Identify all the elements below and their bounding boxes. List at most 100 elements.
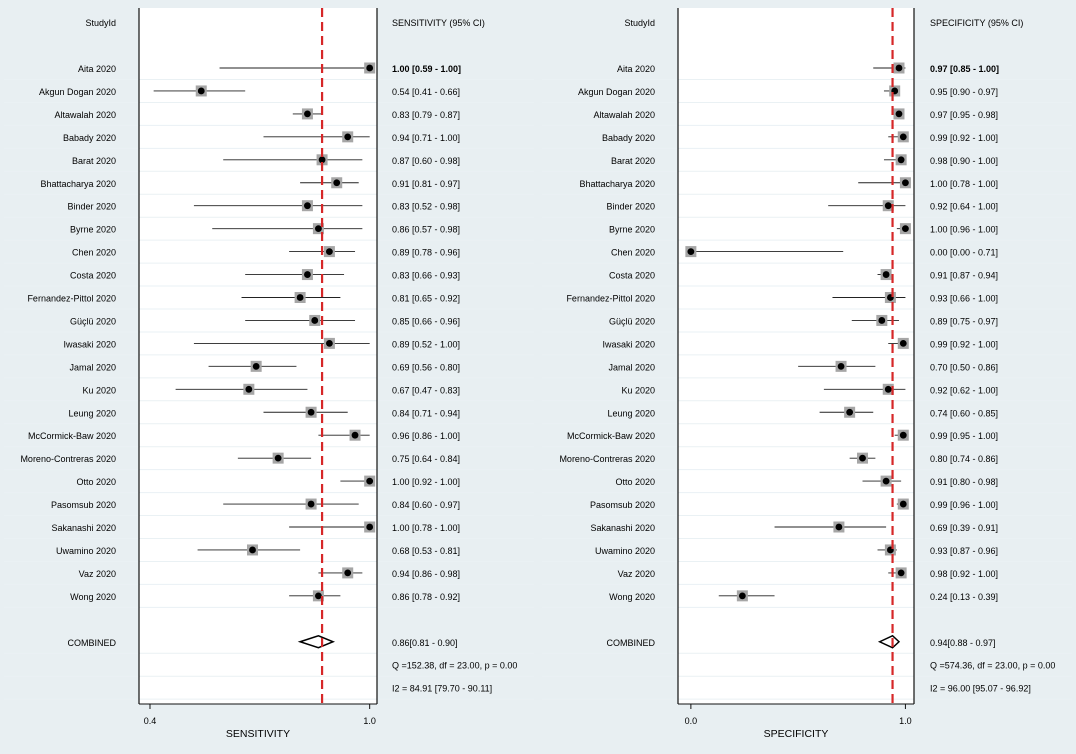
study-row-jamal-2020: Jamal 2020 0.70 [0.50 - 0.86] [608, 360, 998, 372]
point-estimate [307, 408, 315, 416]
point-estimate [895, 110, 903, 118]
estimate-label: 0.69 [0.39 - 0.91] [930, 523, 998, 533]
study-row-fernandez-pittol-2020: Fernandez-Pittol 2020 0.81 [0.65 - 0.92] [27, 292, 460, 304]
estimate-label: 0.99 [0.96 - 1.00] [930, 500, 998, 510]
study-row-moreno-contreras-2020: Moreno-Contreras 2020 0.75 [0.64 - 0.84] [20, 452, 460, 464]
estimate-label: 0.89 [0.75 - 0.97] [930, 316, 998, 326]
study-name: McCormick-Baw 2020 [28, 431, 116, 441]
study-name: Iwasaki 2020 [602, 339, 655, 349]
point-estimate [837, 362, 845, 370]
study-name: Fernandez-Pittol 2020 [566, 294, 655, 304]
study-name: Vaz 2020 [618, 569, 655, 579]
study-row-moreno-contreras-2020: Moreno-Contreras 2020 0.80 [0.74 - 0.86] [559, 452, 998, 464]
point-estimate [902, 225, 909, 233]
study-row-iwasaki-2020: Iwasaki 2020 0.99 [0.92 - 1.00] [602, 337, 998, 349]
study-row-mccormick-baw-2020: McCormick-Baw 2020 0.96 [0.86 - 1.00] [28, 429, 460, 441]
point-estimate [307, 500, 315, 508]
specificity-panel: StudyId SPECIFICITY (95% CI) Aita 2020 0.97… [542, 8, 1072, 740]
combined-estimate-label: 0.94[0.88 - 0.97] [930, 638, 996, 648]
point-estimate [249, 546, 256, 554]
study-name: Bhattacharya 2020 [40, 179, 116, 189]
estimate-label: 0.83 [0.66 - 0.93] [392, 271, 460, 281]
study-row-babady-2020: Babady 2020 0.94 [0.71 - 1.00] [63, 131, 460, 143]
estimate-label: 0.85 [0.66 - 0.96] [392, 316, 460, 326]
point-estimate [902, 179, 909, 187]
study-name: Otto 2020 [615, 477, 655, 487]
study-row-babady-2020: Babady 2020 0.99 [0.92 - 1.00] [602, 131, 998, 143]
study-row-otto-2020: Otto 2020 1.00 [0.92 - 1.00] [76, 475, 460, 487]
study-row-uwamino-2020: Uwamino 2020 0.68 [0.53 - 0.81] [56, 544, 460, 556]
study-row-akgun-dogan-2020: Akgun Dogan 2020 0.54 [0.41 - 0.66] [39, 85, 460, 97]
point-estimate [897, 569, 905, 577]
estimate-label: 0.87 [0.60 - 0.98] [392, 156, 460, 166]
estimate-label: 0.00 [0.00 - 0.71] [930, 248, 998, 258]
estimate-label: 0.70 [0.50 - 0.86] [930, 362, 998, 372]
header-estimate: SENSITIVITY (95% CI) [392, 18, 485, 28]
study-name: Vaz 2020 [79, 569, 116, 579]
study-row-aita-2020: Aita 2020 0.97 [0.85 - 1.00] [617, 62, 999, 74]
study-row-otto-2020: Otto 2020 0.91 [0.80 - 0.98] [615, 475, 998, 487]
point-estimate [884, 385, 892, 393]
point-estimate [197, 87, 205, 95]
estimate-label: 0.89 [0.52 - 1.00] [392, 339, 460, 349]
estimate-label: 0.91 [0.87 - 0.94] [930, 271, 998, 281]
estimate-label: 1.00 [0.78 - 1.00] [392, 523, 460, 533]
study-row-byrne-2020: Byrne 2020 1.00 [0.96 - 1.00] [609, 223, 998, 235]
study-row-jamal-2020: Jamal 2020 0.69 [0.56 - 0.80] [69, 360, 460, 372]
estimate-label: 1.00 [0.92 - 1.00] [392, 477, 460, 487]
estimate-label: 0.24 [0.13 - 0.39] [930, 592, 998, 602]
point-estimate [326, 248, 333, 256]
study-row-wong-2020: Wong 2020 0.24 [0.13 - 0.39] [609, 590, 998, 602]
study-name: Babady 2020 [602, 133, 655, 143]
study-name: Sakanashi 2020 [590, 523, 655, 533]
plot-area [678, 8, 914, 704]
combined-label: COMBINED [67, 638, 116, 648]
point-estimate [835, 523, 843, 531]
point-estimate [895, 64, 903, 72]
study-name: Pasomsub 2020 [590, 500, 655, 510]
study-row-costa-2020: Costa 2020 0.91 [0.87 - 0.94] [609, 269, 998, 281]
study-row-sakanashi-2020: Sakanashi 2020 0.69 [0.39 - 0.91] [590, 521, 998, 533]
study-row-vaz-2020: Vaz 2020 0.94 [0.86 - 0.98] [79, 567, 460, 579]
point-estimate [315, 225, 322, 233]
estimate-label: 0.83 [0.79 - 0.87] [392, 110, 460, 120]
estimate-label: 0.84 [0.60 - 0.97] [392, 500, 460, 510]
study-row-guclu-2020: Güçlü 2020 0.85 [0.66 - 0.96] [70, 314, 460, 326]
study-name: Aita 2020 [78, 64, 116, 74]
point-estimate [304, 202, 311, 210]
estimate-label: 0.99 [0.95 - 1.00] [930, 431, 998, 441]
study-row-fernandez-pittol-2020: Fernandez-Pittol 2020 0.93 [0.66 - 1.00] [566, 292, 998, 304]
point-estimate [878, 317, 886, 324]
study-name: McCormick-Baw 2020 [567, 431, 655, 441]
i2-statistic: I2 = 96.00 [95.07 - 96.92] [930, 684, 1031, 694]
study-name: Moreno-Contreras 2020 [20, 454, 116, 464]
combined-diamond [297, 634, 336, 649]
estimate-label: 0.67 [0.47 - 0.83] [392, 385, 460, 395]
study-name: Barat 2020 [611, 156, 655, 166]
study-name: Chen 2020 [611, 248, 655, 258]
estimate-label: 1.00 [0.59 - 1.00] [392, 64, 461, 74]
study-name: Bhattacharya 2020 [579, 179, 655, 189]
study-name: Akgun Dogan 2020 [578, 87, 655, 97]
study-name: Güçlü 2020 [70, 316, 116, 326]
point-estimate [882, 477, 890, 485]
study-name: Costa 2020 [70, 271, 116, 281]
estimate-label: 1.00 [0.78 - 1.00] [930, 179, 998, 189]
point-estimate [326, 340, 333, 347]
study-row-altawalah-2020: Altawalah 2020 0.97 [0.95 - 0.98] [593, 108, 998, 120]
estimate-label: 0.92 [0.64 - 1.00] [930, 202, 998, 212]
point-estimate [366, 523, 374, 531]
point-estimate [882, 271, 890, 278]
estimate-label: 0.91 [0.81 - 0.97] [392, 179, 460, 189]
study-name: Binder 2020 [606, 202, 655, 212]
study-name: Güçlü 2020 [609, 316, 655, 326]
study-name: Sakanashi 2020 [51, 523, 116, 533]
header-study-id: StudyId [624, 18, 655, 28]
point-estimate [315, 592, 322, 600]
point-estimate [897, 156, 905, 164]
study-row-pasomsub-2020: Pasomsub 2020 0.99 [0.96 - 1.00] [590, 498, 998, 510]
point-estimate [687, 248, 695, 256]
point-estimate [366, 64, 374, 72]
estimate-label: 0.74 [0.60 - 0.85] [930, 408, 998, 418]
point-estimate [296, 294, 304, 301]
